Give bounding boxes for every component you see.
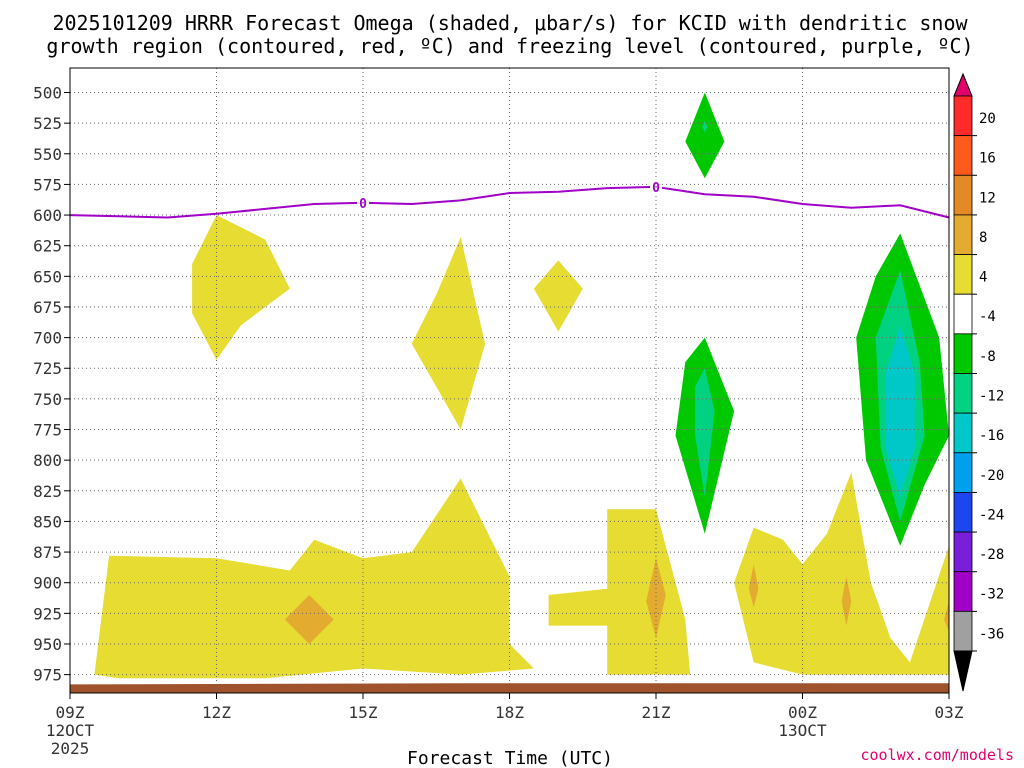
y-tick-label: 975 bbox=[33, 666, 62, 685]
omega-region-ascent-max-14z bbox=[284, 595, 334, 644]
y-tick-label: 550 bbox=[33, 145, 62, 164]
colorbar-label: -8 bbox=[979, 349, 996, 365]
colorbar: 20 16 12 8 4 -4 -8 -12 -16 -20 -24 -28 -32 -36 bbox=[953, 72, 1004, 692]
y-tick-label: 650 bbox=[33, 267, 62, 286]
colorbar-label: -20 bbox=[979, 468, 1004, 484]
colorbar-label: -36 bbox=[979, 626, 1004, 642]
colorbar-label: 4 bbox=[979, 270, 987, 286]
omega-region-descent-22z-upper-core bbox=[702, 120, 708, 133]
contour-label-bg bbox=[357, 194, 369, 211]
y-tick-label: 875 bbox=[33, 543, 62, 562]
y-tick-label: 525 bbox=[33, 114, 62, 133]
colorbar-label: -16 bbox=[979, 428, 1004, 444]
contour-label-bg bbox=[650, 178, 662, 195]
freezing-level-line bbox=[69, 185, 950, 219]
colorbar-swatch bbox=[953, 373, 973, 414]
y-tick-label: 800 bbox=[33, 451, 62, 470]
chart-title-line1: 2025101209 HRRR Forecast Omega (shaded, … bbox=[52, 11, 968, 35]
colorbar-swatch bbox=[953, 254, 973, 295]
omega-region-descent-22z-upper bbox=[685, 92, 725, 179]
omega-region-ascent-19z bbox=[533, 260, 583, 332]
colorbar-label: 16 bbox=[979, 151, 996, 167]
omega-region-descent-02z-inner bbox=[885, 325, 915, 497]
y-tick-label: 625 bbox=[33, 237, 62, 256]
colorbar-label: -24 bbox=[979, 507, 1004, 523]
colorbar-swatch bbox=[953, 333, 973, 374]
freezing-level-contour: 00 bbox=[69, 178, 950, 219]
omega-region-ascent-12z bbox=[192, 215, 290, 360]
colorbar-label: -32 bbox=[979, 587, 1004, 603]
colorbar-cap-bottom bbox=[953, 650, 973, 692]
colorbar-cap-top bbox=[953, 72, 973, 97]
x-tick-label: 12Z bbox=[202, 703, 231, 722]
omega-region-ascent-max-21z bbox=[646, 558, 666, 638]
x-tick-label: 00Z bbox=[788, 703, 817, 722]
colorbar-label: 8 bbox=[979, 230, 987, 246]
y-tick-label: 850 bbox=[33, 512, 62, 531]
omega-region-ascent-max-01z bbox=[841, 576, 852, 626]
colorbar-swatch bbox=[953, 531, 973, 573]
y-tick-label: 775 bbox=[33, 421, 62, 440]
source-credit[interactable]: coolwx.com/models bbox=[860, 746, 1014, 764]
x-tick-year: 2025 bbox=[51, 739, 90, 758]
omega-region-ascent-low-b bbox=[548, 509, 691, 675]
omega-region-descent-22z-mid-core bbox=[695, 368, 715, 497]
x-tick-label: 03Z bbox=[935, 703, 964, 722]
x-tick-label: 09Z bbox=[56, 703, 85, 722]
x-axis-label: Forecast Time (UTC) bbox=[407, 748, 613, 768]
omega-region-ascent-17z bbox=[411, 237, 486, 430]
colorbar-swatch bbox=[953, 174, 973, 216]
chart-title-line2: growth region (contoured, red, ºC) and f… bbox=[46, 34, 973, 58]
colorbar-label: -12 bbox=[979, 389, 1004, 405]
colorbar-swatch bbox=[953, 95, 973, 137]
y-tick-label: 725 bbox=[33, 359, 62, 378]
colorbar-label: 12 bbox=[979, 190, 996, 206]
y-axis-ticks: 500 525 550 575 600 625 650 675 700 725 750 775 800 8… bbox=[33, 84, 70, 685]
colorbar-swatch bbox=[953, 571, 973, 612]
omega-region-ascent-max-2330z bbox=[748, 564, 759, 608]
colorbar-swatch bbox=[953, 412, 973, 454]
y-tick-label: 950 bbox=[33, 635, 62, 654]
y-tick-label: 675 bbox=[33, 298, 62, 317]
freezing-level-label: 0 bbox=[652, 181, 660, 196]
colorbar-swatch bbox=[953, 293, 973, 335]
freezing-level-label: 0 bbox=[359, 197, 367, 212]
colorbar-swatch bbox=[953, 492, 973, 533]
colorbar-label: 20 bbox=[979, 111, 996, 127]
grid-lines bbox=[70, 68, 949, 693]
y-tick-label: 900 bbox=[33, 574, 62, 593]
x-tick-date: 12OCT bbox=[46, 721, 95, 740]
y-tick-label: 700 bbox=[33, 329, 62, 348]
y-tick-label: 500 bbox=[33, 84, 62, 103]
omega-region-ascent-low-a bbox=[94, 478, 534, 679]
x-tick-label: 21Z bbox=[642, 703, 671, 722]
y-tick-label: 750 bbox=[33, 390, 62, 409]
colorbar-swatch bbox=[953, 452, 973, 493]
y-tick-label: 575 bbox=[33, 175, 62, 194]
x-tick-date: 13OCT bbox=[778, 721, 827, 740]
colorbar-label: -28 bbox=[979, 547, 1004, 563]
colorbar-label: -4 bbox=[979, 309, 996, 325]
x-tick-label: 18Z bbox=[495, 703, 524, 722]
omega-region-ascent-low-c bbox=[734, 472, 949, 675]
colorbar-swatch bbox=[953, 135, 973, 176]
x-tick-label: 15Z bbox=[349, 703, 378, 722]
y-tick-label: 825 bbox=[33, 482, 62, 501]
colorbar-swatch bbox=[953, 214, 973, 255]
y-tick-label: 600 bbox=[33, 206, 62, 225]
omega-region-ascent-max-03z bbox=[944, 601, 949, 632]
omega-shading bbox=[94, 92, 949, 679]
colorbar-swatch bbox=[953, 610, 973, 652]
y-tick-label: 925 bbox=[33, 604, 62, 623]
